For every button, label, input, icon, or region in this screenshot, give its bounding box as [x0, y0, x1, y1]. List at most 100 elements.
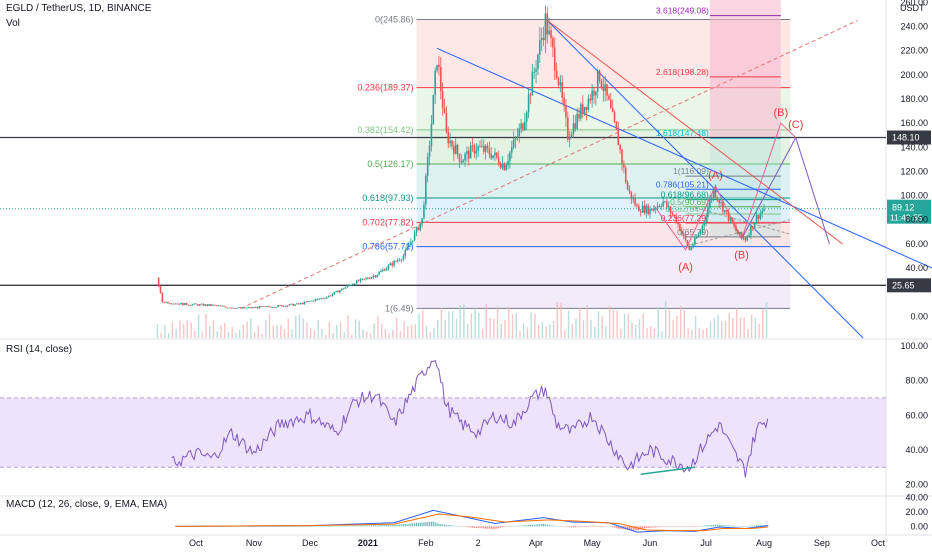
macd-histogram-bar — [225, 526, 227, 527]
macd-histogram-bar — [759, 525, 761, 527]
candle-body — [266, 306, 268, 307]
macd-histogram-bar — [748, 525, 750, 527]
macd-histogram-bar — [369, 525, 371, 527]
macd-histogram-bar — [329, 525, 332, 527]
candle-body — [213, 304, 216, 306]
macd-histogram-bar — [716, 524, 718, 527]
candle-body — [410, 241, 412, 245]
rsi-divergence-line — [640, 466, 695, 475]
candle-body — [385, 268, 388, 271]
candle-body — [380, 270, 382, 273]
candle-body — [458, 153, 461, 162]
candle-body — [215, 305, 218, 306]
macd-histogram-bar — [613, 526, 616, 528]
candle-body — [744, 237, 747, 241]
candle-body — [430, 124, 433, 146]
candle-body — [178, 303, 180, 305]
candle-body — [632, 198, 635, 200]
candle-body — [344, 287, 347, 289]
volume-bar — [257, 325, 260, 338]
candle-body — [372, 275, 375, 278]
macd-histogram-bar — [430, 521, 433, 527]
candle-body — [682, 233, 685, 236]
volume-bar — [216, 331, 218, 338]
candle-body — [516, 136, 519, 138]
macd-histogram-bar — [649, 526, 651, 528]
macd-histogram-bar — [397, 524, 399, 527]
candle-body — [707, 208, 709, 217]
macd-histogram-bar — [451, 525, 453, 527]
macd-histogram-bar — [542, 523, 545, 527]
macd-histogram-bar — [550, 525, 552, 527]
volume-bar — [724, 320, 727, 338]
candle-body — [550, 30, 552, 39]
candle-body — [658, 205, 661, 207]
volume-bar — [440, 307, 443, 338]
macd-histogram-bar — [260, 526, 262, 527]
macd-histogram-bar — [305, 526, 307, 527]
candle-body — [484, 145, 487, 152]
macd-histogram-bar — [683, 526, 685, 527]
volume-bar — [366, 331, 368, 338]
candle-body — [438, 64, 440, 68]
volume-bar — [474, 307, 476, 338]
macd-histogram-bar — [499, 526, 502, 528]
macd-histogram-bar — [440, 524, 442, 527]
candle-body — [292, 303, 294, 306]
volume-bar — [182, 324, 185, 338]
macd-histogram-bar — [468, 526, 470, 528]
macd-histogram-bar — [238, 526, 240, 527]
candle-body — [391, 263, 393, 266]
macd-histogram-bar — [750, 525, 752, 527]
candle-body — [329, 295, 332, 297]
macd-histogram-bar — [569, 526, 571, 528]
dashed-channel-line — [685, 219, 791, 247]
time-axis-tick: Sep — [814, 538, 830, 548]
volume-bar — [567, 310, 570, 338]
candle-body — [531, 71, 534, 96]
candle-body — [623, 163, 625, 168]
macd-histogram-bar — [696, 526, 698, 527]
candle-body — [596, 70, 599, 92]
candle-body — [210, 304, 212, 306]
macd-histogram-bar — [253, 526, 255, 527]
candle-body — [727, 211, 730, 221]
macd-histogram-bar — [296, 526, 298, 527]
candle-body — [238, 307, 240, 309]
candle-body — [262, 306, 265, 307]
volume-bar — [515, 313, 517, 338]
candle-body — [714, 188, 717, 198]
candle-body — [290, 303, 293, 305]
macd-histogram-bar — [245, 526, 248, 527]
macd-histogram-bar — [314, 526, 317, 527]
volume-bar — [560, 302, 562, 338]
macd-histogram-bar — [473, 526, 476, 528]
candle-body — [716, 197, 719, 201]
macd-histogram-bar — [421, 522, 423, 527]
candle-body — [608, 95, 610, 100]
volume-bar — [754, 317, 757, 338]
candle-body — [679, 223, 681, 231]
candle-body — [376, 274, 379, 277]
price-axis-tick: 140.00 — [900, 142, 928, 152]
candle-body — [176, 303, 179, 305]
candle-body — [260, 306, 263, 307]
macd-histogram-bar — [533, 524, 535, 527]
candle-body — [479, 146, 481, 148]
volume-bar — [328, 322, 331, 338]
volume-bar — [496, 306, 499, 338]
candle-body — [496, 152, 498, 158]
volume-bar — [728, 312, 730, 338]
macd-histogram-bar — [660, 526, 662, 527]
candle-body — [281, 305, 283, 307]
macd-histogram-bar — [656, 526, 659, 528]
rsi-band — [0, 397, 886, 468]
candle-body — [630, 191, 633, 200]
candle-body — [312, 300, 315, 302]
candle-body — [576, 113, 578, 129]
volume-bar — [672, 319, 674, 338]
candle-body — [339, 290, 341, 293]
volume-bar — [324, 334, 327, 338]
candle-body — [297, 303, 300, 305]
